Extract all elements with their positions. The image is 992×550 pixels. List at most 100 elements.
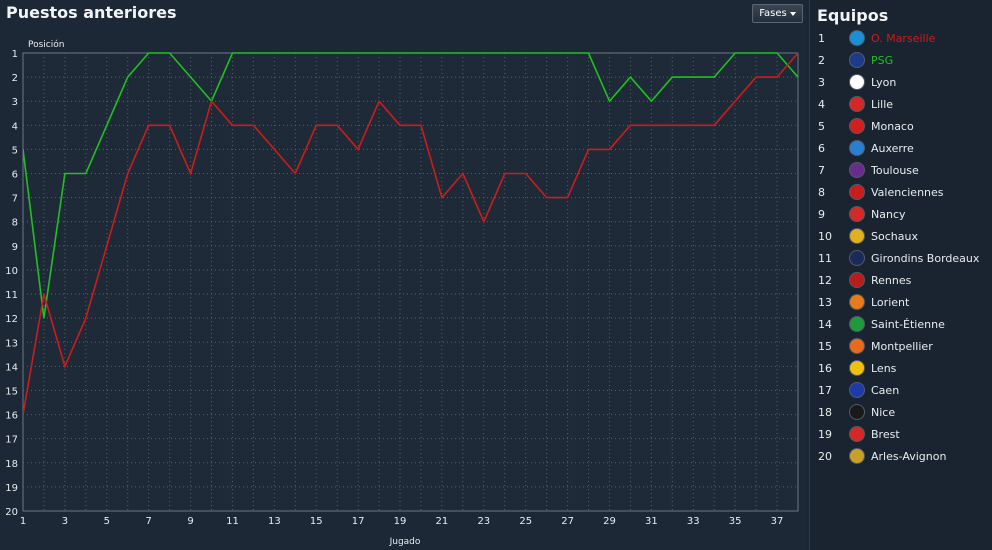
team-name[interactable]: Montpellier <box>871 339 933 353</box>
team-row[interactable]: 7 Toulouse <box>810 159 992 181</box>
y-tick-label: 13 <box>5 338 18 349</box>
x-tick-label: 23 <box>477 516 490 527</box>
y-tick-label: 19 <box>5 483 18 494</box>
team-name[interactable]: O. Marseille <box>871 31 936 45</box>
x-tick-label: 1 <box>20 516 26 527</box>
team-crest-icon <box>850 427 864 441</box>
y-tick-label: 18 <box>5 459 18 470</box>
team-crest-icon <box>850 251 864 265</box>
team-position: 4 <box>818 97 825 111</box>
team-row[interactable]: 3 Lyon <box>810 71 992 93</box>
team-position: 18 <box>818 405 832 419</box>
y-tick-label: 14 <box>5 362 18 373</box>
team-row[interactable]: 6 Auxerre <box>810 137 992 159</box>
team-crest-icon <box>850 273 864 287</box>
team-row[interactable]: 12 Rennes <box>810 269 992 291</box>
x-tick-label: 9 <box>187 516 193 527</box>
y-axis-label: Posición <box>28 39 64 50</box>
team-position: 10 <box>818 229 832 243</box>
x-tick-label: 17 <box>352 516 365 527</box>
team-name[interactable]: Caen <box>871 383 900 397</box>
teams-panel-title: Equipos <box>817 6 889 25</box>
x-tick-label: 3 <box>62 516 68 527</box>
team-name[interactable]: Saint-Étienne <box>871 317 945 331</box>
y-tick-label: 17 <box>5 435 18 446</box>
x-tick-label: 31 <box>645 516 658 527</box>
x-tick-label: 11 <box>226 516 239 527</box>
team-name[interactable]: Auxerre <box>871 141 914 155</box>
y-tick-label: 15 <box>5 386 18 397</box>
team-row[interactable]: 2 PSG <box>810 49 992 71</box>
team-name[interactable]: Valenciennes <box>871 185 944 199</box>
y-tick-label: 7 <box>12 194 18 205</box>
team-position: 16 <box>818 361 832 375</box>
team-crest-icon <box>850 405 864 419</box>
team-row[interactable]: 4 Lille <box>810 93 992 115</box>
team-name[interactable]: Arles-Avignon <box>871 449 947 463</box>
team-crest-icon <box>850 317 864 331</box>
team-name[interactable]: Lille <box>871 97 894 111</box>
team-crest-icon <box>850 229 864 243</box>
y-tick-label: 12 <box>5 314 18 325</box>
team-name[interactable]: PSG <box>871 53 894 67</box>
phases-button-label: Fases <box>759 8 787 19</box>
team-row[interactable]: 14 Saint-Étienne <box>810 313 992 335</box>
x-tick-label: 37 <box>771 516 784 527</box>
caret-down-icon <box>789 12 796 16</box>
team-name[interactable]: Sochaux <box>871 229 918 243</box>
team-position: 2 <box>818 53 825 67</box>
y-tick-label: 9 <box>12 242 18 253</box>
team-row[interactable]: 19 Brest <box>810 423 992 445</box>
team-name[interactable]: Lens <box>871 361 897 375</box>
team-name[interactable]: Lyon <box>871 75 897 89</box>
team-name[interactable]: Monaco <box>871 119 914 133</box>
series-line-marseille <box>23 52 799 415</box>
team-name[interactable]: Toulouse <box>871 163 919 177</box>
team-row[interactable]: 5 Monaco <box>810 115 992 137</box>
team-position: 14 <box>818 317 832 331</box>
teams-panel: Equipos 1 O. Marseille 2 PSG 3 Lyon 4 Lille 5 Mon… <box>809 0 992 550</box>
team-row[interactable]: 11 Girondins Bordeaux <box>810 247 992 269</box>
team-name[interactable]: Brest <box>871 427 900 441</box>
team-row[interactable]: 9 Nancy <box>810 203 992 225</box>
team-row[interactable]: 18 Nice <box>810 401 992 423</box>
team-row[interactable]: 17 Caen <box>810 379 992 401</box>
x-tick-label: 27 <box>561 516 574 527</box>
team-name[interactable]: Nice <box>871 405 896 419</box>
team-row[interactable]: 1 O. Marseille <box>810 27 992 49</box>
y-tick-label: 10 <box>5 266 18 277</box>
team-position: 1 <box>818 31 825 45</box>
team-row[interactable]: 20 Arles-Avignon <box>810 445 992 467</box>
series-line-psg <box>23 52 799 319</box>
team-row[interactable]: 15 Montpellier <box>810 335 992 357</box>
team-position: 15 <box>818 339 832 353</box>
x-tick-label: 5 <box>104 516 110 527</box>
x-axis-label: Jugado <box>389 537 421 547</box>
y-tick-label: 5 <box>12 145 18 156</box>
team-name[interactable]: Nancy <box>871 207 906 221</box>
phases-dropdown-button[interactable]: Fases <box>752 4 803 23</box>
team-crest-icon <box>850 53 864 67</box>
y-tick-label: 2 <box>12 73 18 84</box>
team-row[interactable]: 10 Sochaux <box>810 225 992 247</box>
team-position: 6 <box>818 141 825 155</box>
team-name[interactable]: Rennes <box>871 273 912 287</box>
team-row[interactable]: 8 Valenciennes <box>810 181 992 203</box>
x-tick-label: 15 <box>310 516 323 527</box>
team-position: 11 <box>818 251 832 265</box>
team-crest-icon <box>850 163 864 177</box>
team-name[interactable]: Girondins Bordeaux <box>871 251 980 265</box>
team-position: 3 <box>818 75 825 89</box>
team-row[interactable]: 16 Lens <box>810 357 992 379</box>
team-crest-icon <box>850 207 864 221</box>
team-row[interactable]: 13 Lorient <box>810 291 992 313</box>
y-tick-label: 1 <box>12 49 18 60</box>
x-tick-label: 13 <box>268 516 281 527</box>
team-position: 17 <box>818 383 832 397</box>
team-position: 5 <box>818 119 825 133</box>
team-position: 8 <box>818 185 825 199</box>
team-name[interactable]: Lorient <box>871 295 910 309</box>
team-crest-icon <box>850 339 864 353</box>
plot-area <box>22 52 799 512</box>
